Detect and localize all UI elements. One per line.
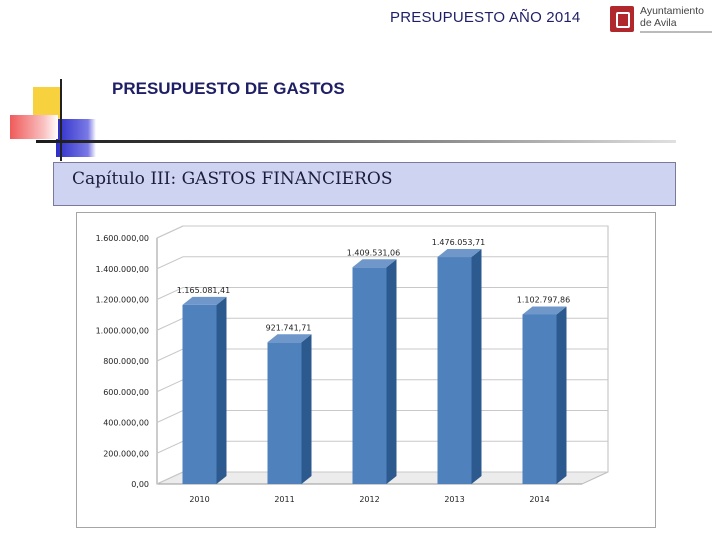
yellow-square xyxy=(33,87,61,119)
logo-text: Ayuntamiento de Avila xyxy=(640,5,705,29)
bar-top-2014 xyxy=(522,306,567,315)
red-square xyxy=(10,115,58,139)
vertical-rule xyxy=(60,79,62,161)
bar-top-2012 xyxy=(352,259,397,268)
horizontal-rule xyxy=(36,140,676,143)
y-tick-label: 200.000,00 xyxy=(103,449,149,458)
chart-frame: 0,00 200.000,00 400.000,00 600.000,00 800.00… xyxy=(76,212,656,528)
bar-side-2013 xyxy=(471,249,482,484)
blue-square xyxy=(56,119,96,157)
data-label: 1.476.053,71 xyxy=(432,238,485,247)
data-label: 921.741,71 xyxy=(266,323,312,332)
y-tick-label: 1.600.000,00 xyxy=(96,234,149,243)
x-tick-label: 2014 xyxy=(529,495,549,504)
header-title: PRESUPUESTO AÑO 2014 xyxy=(390,9,581,26)
x-tick-label: 2012 xyxy=(359,495,379,504)
bar-2012 xyxy=(352,267,387,484)
section-title: PRESUPUESTO DE GASTOS xyxy=(112,79,345,98)
chapter-banner: Capítulo III: GASTOS FINANCIEROS xyxy=(53,162,676,206)
bar-top-2011 xyxy=(267,334,312,343)
data-label: 1.409.531,06 xyxy=(347,248,400,257)
logo-subline xyxy=(640,31,712,33)
bar-2013 xyxy=(437,257,472,484)
x-tick-label: 2013 xyxy=(444,495,464,504)
decorative-squares xyxy=(0,75,110,165)
bar-chart: 0,00 200.000,00 400.000,00 600.000,00 800.00… xyxy=(96,225,609,504)
y-tick-label: 400.000,00 xyxy=(103,419,149,428)
bar-side-2012 xyxy=(386,259,397,484)
y-tick-label: 600.000,00 xyxy=(103,388,149,397)
y-tick-label: 1.200.000,00 xyxy=(96,296,149,305)
x-tick-label: 2010 xyxy=(189,495,209,504)
y-tick-label: 1.000.000,00 xyxy=(96,326,149,335)
y-tick-label: 800.000,00 xyxy=(103,357,149,366)
gridline xyxy=(156,225,608,239)
y-tick-label: 0,00 xyxy=(131,480,149,489)
y-tick-label: 1.400.000,00 xyxy=(96,265,149,274)
bar-side-2010 xyxy=(216,296,227,484)
bar-side-2014 xyxy=(556,306,567,484)
logo-emblem-icon xyxy=(610,6,634,32)
chapter-title: Capítulo III: GASTOS FINANCIEROS xyxy=(72,169,393,189)
bar-side-2011 xyxy=(301,334,312,484)
x-tick-label: 2011 xyxy=(274,495,294,504)
bar-2014 xyxy=(522,314,557,484)
data-label: 1.102.797,86 xyxy=(517,295,570,304)
data-label: 1.165.081,41 xyxy=(177,286,230,295)
ayuntamiento-logo: Ayuntamiento de Avila xyxy=(610,4,715,38)
bar-2011 xyxy=(267,342,302,484)
bar-top-2013 xyxy=(437,249,482,258)
bar-top-2010 xyxy=(182,296,227,305)
bar-2010 xyxy=(182,304,217,484)
